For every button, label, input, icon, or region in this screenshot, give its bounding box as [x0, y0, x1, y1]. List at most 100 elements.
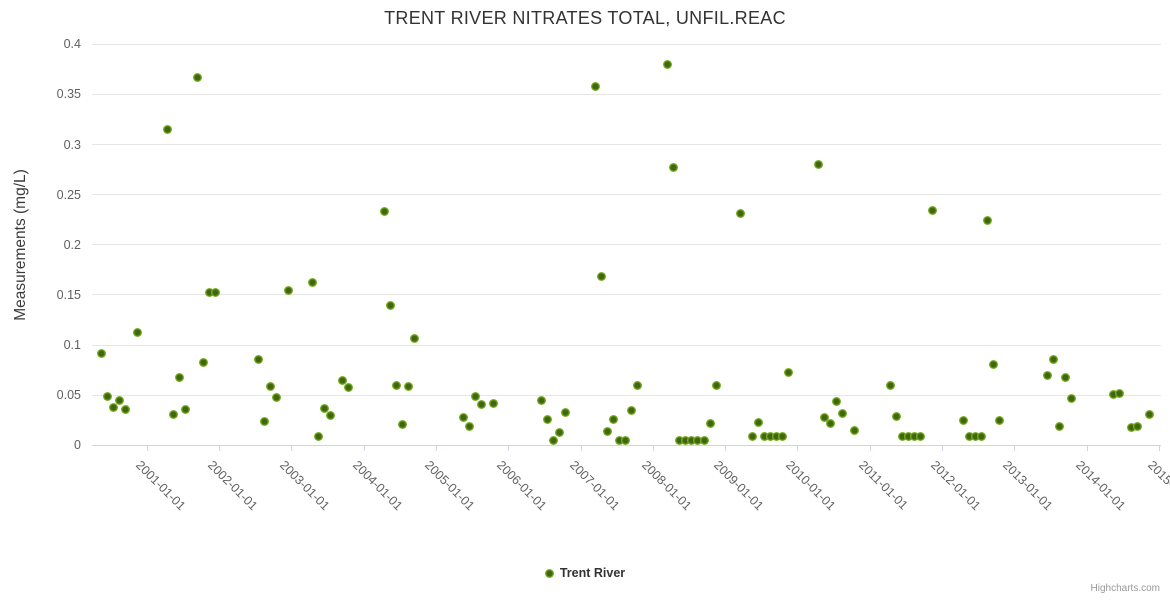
highcharts-credits-link[interactable]: Highcharts.com: [1090, 583, 1160, 594]
data-point[interactable]: [1109, 389, 1119, 399]
data-point[interactable]: [783, 367, 793, 377]
data-point[interactable]: [392, 380, 402, 390]
data-point[interactable]: [169, 409, 179, 419]
data-point[interactable]: [994, 415, 1004, 425]
data-point[interactable]: [838, 408, 848, 418]
data-point[interactable]: [313, 431, 323, 441]
data-point[interactable]: [982, 216, 992, 226]
data-point[interactable]: [121, 404, 131, 414]
data-point[interactable]: [542, 414, 552, 424]
data-point[interactable]: [615, 435, 625, 445]
data-point[interactable]: [1054, 421, 1064, 431]
data-point[interactable]: [536, 395, 546, 405]
data-point[interactable]: [211, 288, 221, 298]
data-point[interactable]: [892, 411, 902, 421]
data-point[interactable]: [609, 414, 619, 424]
data-point[interactable]: [325, 410, 335, 420]
data-point[interactable]: [928, 206, 938, 216]
data-point[interactable]: [747, 431, 757, 441]
data-point[interactable]: [958, 415, 968, 425]
data-point[interactable]: [319, 403, 329, 413]
data-point[interactable]: [886, 380, 896, 390]
data-point[interactable]: [669, 163, 679, 173]
data-point[interactable]: [970, 431, 980, 441]
data-point[interactable]: [133, 327, 143, 337]
data-point[interactable]: [97, 348, 106, 358]
data-point[interactable]: [898, 431, 908, 441]
data-point[interactable]: [759, 431, 769, 441]
data-point[interactable]: [603, 426, 613, 436]
data-point[interactable]: [205, 288, 215, 298]
data-point[interactable]: [771, 431, 781, 441]
data-point[interactable]: [910, 431, 920, 441]
data-point[interactable]: [687, 435, 697, 445]
data-point[interactable]: [820, 412, 829, 422]
data-point[interactable]: [181, 404, 191, 414]
data-point[interactable]: [777, 431, 787, 441]
data-point[interactable]: [1048, 354, 1058, 364]
data-point[interactable]: [488, 398, 498, 408]
data-point[interactable]: [265, 381, 275, 391]
data-point[interactable]: [1067, 393, 1077, 403]
data-point[interactable]: [404, 381, 414, 391]
data-point[interactable]: [193, 72, 203, 82]
data-point[interactable]: [560, 407, 570, 417]
data-point[interactable]: [1145, 409, 1155, 419]
data-point[interactable]: [307, 278, 317, 288]
data-point[interactable]: [470, 391, 480, 401]
data-point[interactable]: [693, 435, 703, 445]
data-point[interactable]: [338, 375, 347, 385]
data-point[interactable]: [458, 412, 468, 422]
y-axis-label: 0.35: [56, 87, 81, 102]
data-point[interactable]: [398, 419, 408, 429]
data-point[interactable]: [271, 392, 281, 402]
data-point[interactable]: [711, 380, 721, 390]
data-point[interactable]: [675, 435, 685, 445]
data-point[interactable]: [916, 431, 926, 441]
legend[interactable]: Trent River: [0, 566, 1170, 580]
data-point[interactable]: [386, 301, 396, 311]
data-point[interactable]: [627, 405, 637, 415]
data-point[interactable]: [705, 418, 715, 428]
data-point[interactable]: [1115, 388, 1125, 398]
data-point[interactable]: [988, 359, 998, 369]
data-point[interactable]: [410, 333, 420, 343]
data-point[interactable]: [259, 416, 269, 426]
data-point[interactable]: [554, 427, 564, 437]
data-point[interactable]: [699, 435, 709, 445]
data-point[interactable]: [199, 357, 209, 367]
data-point[interactable]: [380, 207, 390, 217]
data-point[interactable]: [163, 125, 173, 134]
x-axis-label: 2010-01-01: [783, 458, 839, 514]
data-point[interactable]: [976, 431, 986, 441]
data-point[interactable]: [283, 286, 293, 296]
data-point[interactable]: [753, 417, 763, 427]
data-point[interactable]: [964, 431, 974, 441]
data-point[interactable]: [175, 372, 185, 382]
data-point[interactable]: [826, 418, 836, 428]
data-point[interactable]: [765, 431, 775, 441]
data-point[interactable]: [1061, 372, 1070, 382]
data-point[interactable]: [591, 81, 601, 91]
data-point[interactable]: [476, 399, 486, 409]
data-point[interactable]: [904, 431, 914, 441]
data-point[interactable]: [735, 209, 745, 219]
data-point[interactable]: [103, 391, 113, 401]
data-point[interactable]: [253, 354, 263, 364]
data-point[interactable]: [850, 425, 860, 435]
data-point[interactable]: [109, 402, 119, 412]
data-point[interactable]: [663, 59, 673, 69]
data-point[interactable]: [344, 382, 354, 392]
data-point[interactable]: [621, 435, 631, 445]
data-point[interactable]: [548, 435, 558, 445]
data-point[interactable]: [464, 421, 474, 431]
data-point[interactable]: [1127, 422, 1137, 432]
data-point[interactable]: [597, 272, 607, 282]
data-point[interactable]: [681, 435, 691, 445]
data-point[interactable]: [1042, 370, 1052, 380]
data-point[interactable]: [813, 160, 823, 170]
data-point[interactable]: [633, 380, 643, 390]
data-point[interactable]: [1133, 421, 1143, 431]
data-point[interactable]: [832, 396, 842, 406]
data-point[interactable]: [115, 395, 125, 405]
